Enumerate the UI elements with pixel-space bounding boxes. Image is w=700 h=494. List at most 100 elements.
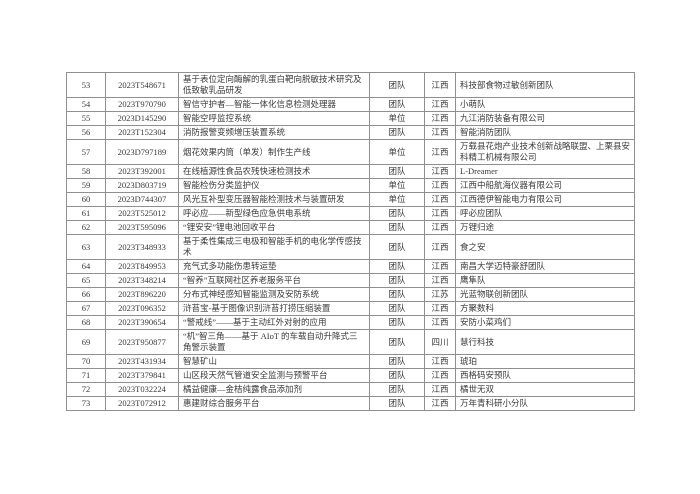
cell-province: 江西 xyxy=(424,139,456,165)
cell-type: 团队 xyxy=(369,382,425,397)
cell-type: 团队 xyxy=(369,234,425,260)
cell-index: 60 xyxy=(66,192,106,207)
cell-code: 2023T849953 xyxy=(105,259,179,274)
cell-code: 2023D803719 xyxy=(105,178,179,193)
cell-code: 2023T096352 xyxy=(105,301,179,316)
cell-code: 2023T072912 xyxy=(105,396,179,411)
cell-index: 59 xyxy=(66,178,106,193)
results-table-body: 53 2023T548671 基于表位定向酶解的乳蛋白靶向脱敏技术研究及低致敏乳品研… xyxy=(66,72,635,411)
cell-project: 橘益健康—金桔纯露食品添加剂 xyxy=(178,382,370,397)
cell-code: 2023D744307 xyxy=(105,192,179,207)
cell-org: L-Dreamer xyxy=(455,164,635,179)
cell-project: “智养”互联网社区养老服务平台 xyxy=(178,273,370,288)
cell-province: 江西 xyxy=(424,125,456,140)
cell-province: 江西 xyxy=(424,178,456,193)
cell-type: 团队 xyxy=(369,164,425,179)
cell-project: 山区段天然气管道安全监测与预警平台 xyxy=(178,368,370,383)
table-row: 55 2023D145290 智能空呼监控系统 单位 江西 九江消防装备有限公司 xyxy=(66,111,635,126)
cell-code: 2023T392001 xyxy=(105,164,179,179)
cell-type: 单位 xyxy=(369,139,425,165)
cell-project: 风光互补型变压器智能检测技术与装置研发 xyxy=(178,192,370,207)
cell-org: 南昌大学迈特豪舒团队 xyxy=(455,259,635,274)
cell-org: 西格码安预队 xyxy=(455,368,635,383)
cell-type: 团队 xyxy=(369,97,425,112)
cell-project: “警戒线”——基于主动红外对射的应用 xyxy=(178,315,370,330)
cell-org: 小萌队 xyxy=(455,97,635,112)
cell-type: 团队 xyxy=(369,301,425,316)
cell-org: 江西德伊智能电力有限公司 xyxy=(455,192,635,207)
cell-type: 团队 xyxy=(369,396,425,411)
cell-project: 烟花效果内筒（单发）制作生产线 xyxy=(178,139,370,165)
cell-type: 团队 xyxy=(369,259,425,274)
cell-province: 江西 xyxy=(424,111,456,126)
cell-project: 消防报警变频增压装置系统 xyxy=(178,125,370,140)
cell-index: 66 xyxy=(66,287,106,302)
cell-org: 科技部食物过敏创新团队 xyxy=(455,72,635,98)
cell-code: 2023T152304 xyxy=(105,125,179,140)
cell-code: 2023T896220 xyxy=(105,287,179,302)
cell-org: 万年青科研小分队 xyxy=(455,396,635,411)
table-row: 58 2023T392001 在线植源性食品农残快速检测技术 团队 江西 L-Dreame… xyxy=(66,164,635,179)
cell-code: 2023T348933 xyxy=(105,234,179,260)
cell-index: 65 xyxy=(66,273,106,288)
cell-org: 九江消防装备有限公司 xyxy=(455,111,635,126)
cell-province: 江西 xyxy=(424,164,456,179)
cell-org: 慧行科技 xyxy=(455,329,635,355)
table-row: 53 2023T548671 基于表位定向酶解的乳蛋白靶向脱敏技术研究及低致敏乳品研… xyxy=(66,72,635,98)
table-row: 67 2023T096352 浒苔宝-基于图像识别浒苔打捞压缩装置 团队 江西 方聚数科 xyxy=(66,301,635,316)
cell-org: 方聚数科 xyxy=(455,301,635,316)
cell-project: 在线植源性食品农残快速检测技术 xyxy=(178,164,370,179)
table-row: 70 2023T431934 智慧矿山 团队 江西 琥珀 xyxy=(66,354,635,369)
cell-project: 浒苔宝-基于图像识别浒苔打捞压缩装置 xyxy=(178,301,370,316)
cell-type: 团队 xyxy=(369,354,425,369)
table-row: 60 2023D744307 风光互补型变压器智能检测技术与装置研发 单位 江西 江西德伊… xyxy=(66,192,635,207)
cell-index: 72 xyxy=(66,382,106,397)
cell-index: 58 xyxy=(66,164,106,179)
cell-province: 江西 xyxy=(424,382,456,397)
cell-type: 团队 xyxy=(369,287,425,302)
cell-province: 江西 xyxy=(424,220,456,235)
table-row: 62 2023T595096 “锂安安”锂电池回收平台 团队 江西 万锂归途 xyxy=(66,220,635,235)
cell-project: “锂安安”锂电池回收平台 xyxy=(178,220,370,235)
cell-province: 江西 xyxy=(424,259,456,274)
cell-code: 2023T348214 xyxy=(105,273,179,288)
cell-index: 70 xyxy=(66,354,106,369)
cell-type: 团队 xyxy=(369,125,425,140)
cell-type: 单位 xyxy=(369,111,425,126)
cell-index: 54 xyxy=(66,97,106,112)
cell-code: 2023T390654 xyxy=(105,315,179,330)
cell-province: 江西 xyxy=(424,72,456,98)
cell-index: 64 xyxy=(66,259,106,274)
cell-index: 61 xyxy=(66,206,106,221)
cell-code: 2023T379841 xyxy=(105,368,179,383)
cell-index: 57 xyxy=(66,139,106,165)
cell-project: 基于柔性集成三电极和智能手机的电化学传感技术 xyxy=(178,234,370,260)
cell-index: 73 xyxy=(66,396,106,411)
cell-type: 团队 xyxy=(369,368,425,383)
cell-project: 智信守护者—智能一体化信息检测处理器 xyxy=(178,97,370,112)
cell-type: 团队 xyxy=(369,273,425,288)
cell-type: 团队 xyxy=(369,206,425,221)
cell-code: 2023T950877 xyxy=(105,329,179,355)
results-table: 53 2023T548671 基于表位定向酶解的乳蛋白靶向脱敏技术研究及低致敏乳品研… xyxy=(66,72,635,411)
cell-index: 55 xyxy=(66,111,106,126)
cell-code: 2023T525012 xyxy=(105,206,179,221)
cell-province: 江西 xyxy=(424,206,456,221)
cell-province: 江西 xyxy=(424,97,456,112)
table-row: 56 2023T152304 消防报警变频增压装置系统 团队 江西 智能消防团队 xyxy=(66,125,635,140)
cell-type: 单位 xyxy=(369,192,425,207)
cell-code: 2023T032224 xyxy=(105,382,179,397)
table-row: 54 2023T970790 智信守护者—智能一体化信息检测处理器 团队 江西 小萌队 xyxy=(66,97,635,112)
cell-org: 食之安 xyxy=(455,234,635,260)
table-row: 61 2023T525012 呼必应——新型绿色应急供电系统 团队 江西 呼必应团队 xyxy=(66,206,635,221)
table-row: 63 2023T348933 基于柔性集成三电极和智能手机的电化学传感技术 团队 江西食… xyxy=(66,234,635,260)
cell-org: 万载县花炮产业技术创新战略联盟、上栗县安科精工机械有限公司 xyxy=(455,139,635,165)
cell-type: 团队 xyxy=(369,220,425,235)
table-row: 65 2023T348214 “智养”互联网社区养老服务平台 团队 江西 鹰隼队 xyxy=(66,273,635,288)
table-row: 68 2023T390654 “警戒线”——基于主动红外对射的应用 团队 江西 安防小菜鸡… xyxy=(66,315,635,330)
cell-index: 62 xyxy=(66,220,106,235)
table-row: 66 2023T896220 分布式神经感知智能监测及安防系统 团队 江苏 光蓝物联创新团… xyxy=(66,287,635,302)
cell-code: 2023T970790 xyxy=(105,97,179,112)
cell-org: 琥珀 xyxy=(455,354,635,369)
